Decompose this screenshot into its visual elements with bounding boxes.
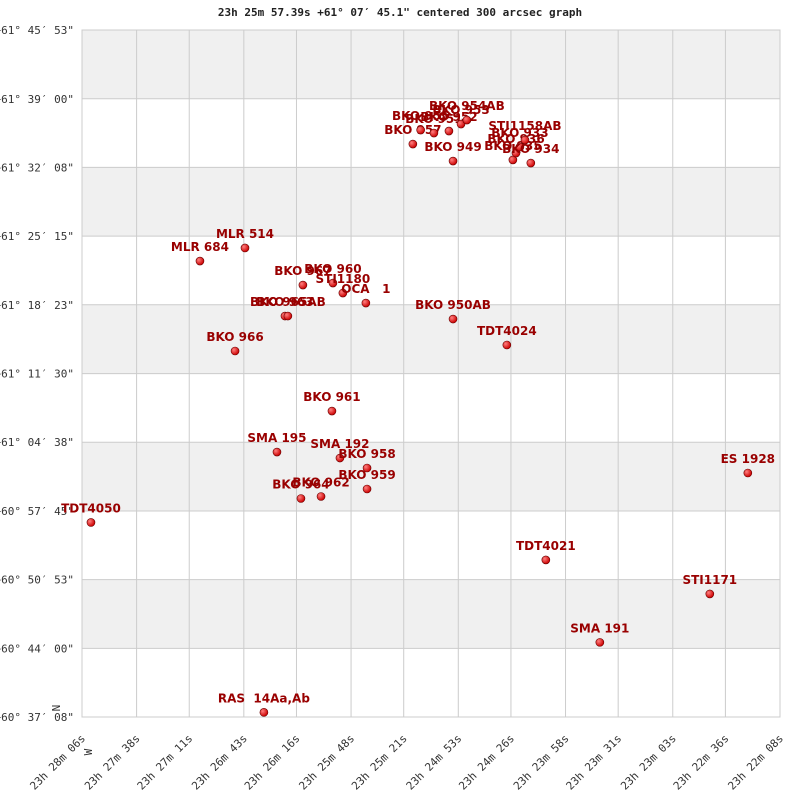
y-tick-label: +60° 57′ 45" xyxy=(0,505,74,518)
star-point xyxy=(298,280,308,290)
point-label: RAS 14Aa,Ab xyxy=(218,691,310,705)
y-tick-label: +60° 50′ 53" xyxy=(0,574,74,587)
point-label: BKO 959 xyxy=(338,468,395,482)
north-label: N xyxy=(50,705,63,712)
point-label: STI1180 xyxy=(316,272,371,286)
star-point xyxy=(327,406,337,416)
point-label: SMA 192 xyxy=(310,437,369,451)
star-point xyxy=(448,314,458,324)
y-tick-label: +60° 44′ 00" xyxy=(0,642,74,655)
point-label: BKO 954AB xyxy=(429,99,505,113)
star-point xyxy=(272,447,282,457)
y-tick-label: +61° 11′ 30" xyxy=(0,368,74,381)
point-label: BKO 967 xyxy=(274,264,331,278)
x-tick-label: 23h 23m 31s xyxy=(564,732,625,793)
star-point xyxy=(316,492,326,501)
point-label: MLR 684 xyxy=(171,240,229,254)
y-tick-label: +61° 18′ 23" xyxy=(0,299,74,312)
star-point xyxy=(335,453,345,463)
point-label: BKO 936 xyxy=(487,132,544,146)
point-label: BKO 960 xyxy=(304,262,361,276)
star-point xyxy=(328,278,338,288)
y-tick-label: +60° 37′ 08" xyxy=(0,711,74,724)
star-point xyxy=(408,139,418,149)
point-label: BKO 950AB xyxy=(415,298,491,312)
point-label: BKO 949 xyxy=(424,140,481,154)
point-label: BKO 966 xyxy=(206,330,263,344)
star-point xyxy=(416,125,425,135)
point-label: TDT4050 xyxy=(61,501,121,515)
point-label: BKO 958 xyxy=(338,447,395,461)
star-point xyxy=(743,468,753,478)
point-label: BKO 962 xyxy=(292,475,349,489)
star-point xyxy=(362,463,372,473)
star-point xyxy=(520,135,530,145)
point-label: ES 1928 xyxy=(721,452,775,466)
point-label: TDT4021 xyxy=(516,539,576,553)
point-label: TDT4024 xyxy=(477,324,537,338)
y-tick-label: +61° 45′ 53" xyxy=(0,24,74,37)
x-tick-label: 23h 28m 06s xyxy=(27,732,88,793)
point-label: SMA 195 xyxy=(247,431,306,445)
star-point xyxy=(444,126,454,136)
point-label: BKO 953 xyxy=(432,103,489,117)
y-tick-label: +61° 04′ 38" xyxy=(0,436,74,449)
star-point xyxy=(86,518,96,527)
point-label: STI1158AB xyxy=(488,119,561,133)
y-tick-label: +61° 39′ 00" xyxy=(0,93,74,106)
star-point xyxy=(230,346,240,356)
star-point xyxy=(259,708,269,717)
point-label: BKO 961 xyxy=(303,390,360,404)
band xyxy=(82,579,780,649)
star-point xyxy=(448,156,458,166)
west-label: W xyxy=(82,748,95,755)
point-label: BKO 934 xyxy=(502,142,559,156)
star-point xyxy=(511,148,521,158)
point-label: BKO 964 xyxy=(272,477,329,491)
x-tick-label: 23h 25m 21s xyxy=(349,732,410,793)
point-label: BKO 965AB xyxy=(250,295,326,309)
plot-background xyxy=(81,29,781,718)
star-point xyxy=(526,158,536,168)
point-label: BKO 955 xyxy=(392,109,449,123)
x-tick-label: 23h 24m 26s xyxy=(456,732,517,793)
band xyxy=(82,30,780,99)
point-label: BKO 963 xyxy=(256,295,313,309)
point-label: STI1171 xyxy=(682,573,737,587)
star-point xyxy=(515,142,525,152)
band xyxy=(82,167,780,237)
x-tick-label: 23h 27m 11s xyxy=(135,732,196,793)
point-label: SMA 191 xyxy=(570,621,629,635)
star-point xyxy=(361,298,371,308)
star-point xyxy=(240,243,250,253)
x-tick-label: 23h 22m 08s xyxy=(725,732,786,793)
y-tick-label: +61° 32′ 08" xyxy=(0,161,74,174)
star-point xyxy=(705,589,715,599)
star-point xyxy=(456,119,466,129)
point-label: BKO 957 xyxy=(384,123,441,137)
x-tick-label: 23h 22m 36s xyxy=(671,732,732,793)
star-point xyxy=(502,340,512,350)
point-label: MLR 514 xyxy=(216,227,274,241)
star-point xyxy=(429,128,439,138)
star-point xyxy=(195,256,205,266)
star-point xyxy=(362,484,372,494)
band xyxy=(82,304,780,374)
chart-title: 23h 25m 57.39s +61° 07′ 45.1" centered 3… xyxy=(218,6,582,19)
point-label: OCA 1 xyxy=(341,282,390,296)
x-tick-label: 23h 26m 16s xyxy=(242,732,303,793)
star-point xyxy=(338,288,348,298)
star-point xyxy=(283,311,293,321)
point-label: BKO 951 xyxy=(405,112,462,126)
star-point xyxy=(462,115,472,125)
star-point xyxy=(541,555,551,565)
star-point xyxy=(595,638,605,647)
band xyxy=(82,442,780,511)
plot-frame xyxy=(81,29,781,718)
y-tick-label: +61° 25′ 15" xyxy=(0,230,74,243)
star-point xyxy=(296,494,306,503)
point-label: BKO 933 xyxy=(491,126,548,140)
